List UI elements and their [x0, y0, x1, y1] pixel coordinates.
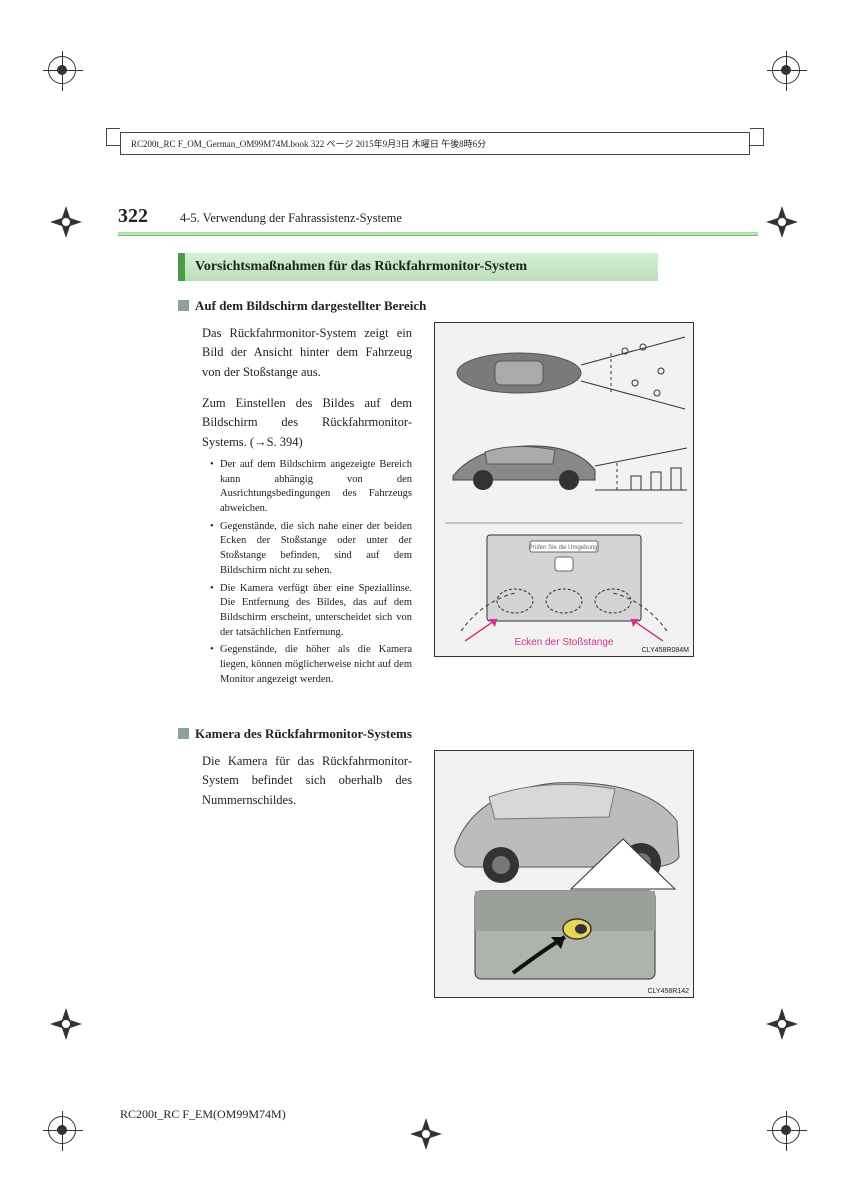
figure-2-svg	[435, 751, 693, 997]
reg-mark-2	[766, 206, 798, 238]
header-text: RC200t_RC F_OM_German_OM99M74M.book 322 …	[131, 139, 486, 149]
topic-banner: Vorsichtsmaßnahmen für das Rückfahrmonit…	[178, 253, 658, 281]
print-header: RC200t_RC F_OM_German_OM99M74M.book 322 …	[120, 132, 750, 155]
subheading-2-text: Kamera des Rückfahrmonitor-Systems	[195, 726, 412, 741]
subheading-1-text: Auf dem Bildschirm dargestellter Bereich	[195, 298, 426, 313]
bullet-3: Die Kamera verfügt über eine Speziallins…	[210, 582, 412, 641]
paragraph-2: Zum Einstellen des Bildes auf dem Bildsc…	[202, 394, 412, 452]
reg-mark-3	[50, 1008, 82, 1040]
bullet-4: Gegenstände, die höher als die Kamera li…	[210, 643, 412, 687]
bullet-list: Der auf dem Bildschirm angezeigte Bereic…	[210, 458, 412, 690]
paragraph-3: Die Kamera für das Rückfahrmonitor-Syste…	[202, 752, 412, 810]
figure-2-code: CLY458R142	[647, 988, 689, 995]
header-tab-left	[106, 128, 120, 146]
figure-1-svg: Prüfen Sie die Umgebung. Ecken der Stoßs…	[435, 323, 693, 656]
para2-a: Zum Einstellen des Bildes auf dem Bildsc…	[202, 396, 412, 449]
crop-mark-tr	[772, 56, 800, 84]
banner-text: Vorsichtsmaßnahmen für das Rückfahrmonit…	[195, 259, 527, 274]
bullet-2: Gegenstände, die sich nahe einer der bei…	[210, 520, 412, 579]
square-bullet-icon	[178, 300, 189, 311]
monitor-hint-text: Prüfen Sie die Umgebung.	[529, 545, 600, 551]
bumper-corners-label: Ecken der Stoßstange	[515, 637, 614, 648]
square-bullet-icon-2	[178, 728, 189, 739]
crop-mark-tl	[48, 56, 76, 84]
reg-mark-4	[766, 1008, 798, 1040]
figure-2: CLY458R142	[434, 750, 694, 998]
figure-1-code: CLY458R084M	[642, 647, 689, 654]
header-tab-right	[750, 128, 764, 146]
page-header-row: 322 4-5. Verwendung der Fahrassistenz-Sy…	[118, 205, 758, 228]
subheading-2: Kamera des Rückfahrmonitor-Systems	[178, 726, 412, 742]
para2-b: S. 394)	[267, 435, 303, 449]
section-title: 4-5. Verwendung der Fahrassistenz-System…	[180, 211, 402, 226]
reg-mark-1	[50, 206, 82, 238]
subheading-1: Auf dem Bildschirm dargestellter Bereich	[178, 298, 426, 314]
footer-code: RC200t_RC F_EM(OM99M74M)	[120, 1107, 286, 1122]
paragraph-1: Das Rückfahrmonitor-System zeigt ein Bil…	[202, 324, 412, 382]
bullet-1: Der auf dem Bildschirm angezeigte Bereic…	[210, 458, 412, 517]
figure-1: Prüfen Sie die Umgebung. Ecken der Stoßs…	[434, 322, 694, 657]
reg-mark-5	[410, 1118, 442, 1150]
crop-mark-bl	[48, 1116, 76, 1144]
divider-line	[118, 232, 758, 236]
crop-mark-br	[772, 1116, 800, 1144]
page-number: 322	[118, 205, 148, 228]
